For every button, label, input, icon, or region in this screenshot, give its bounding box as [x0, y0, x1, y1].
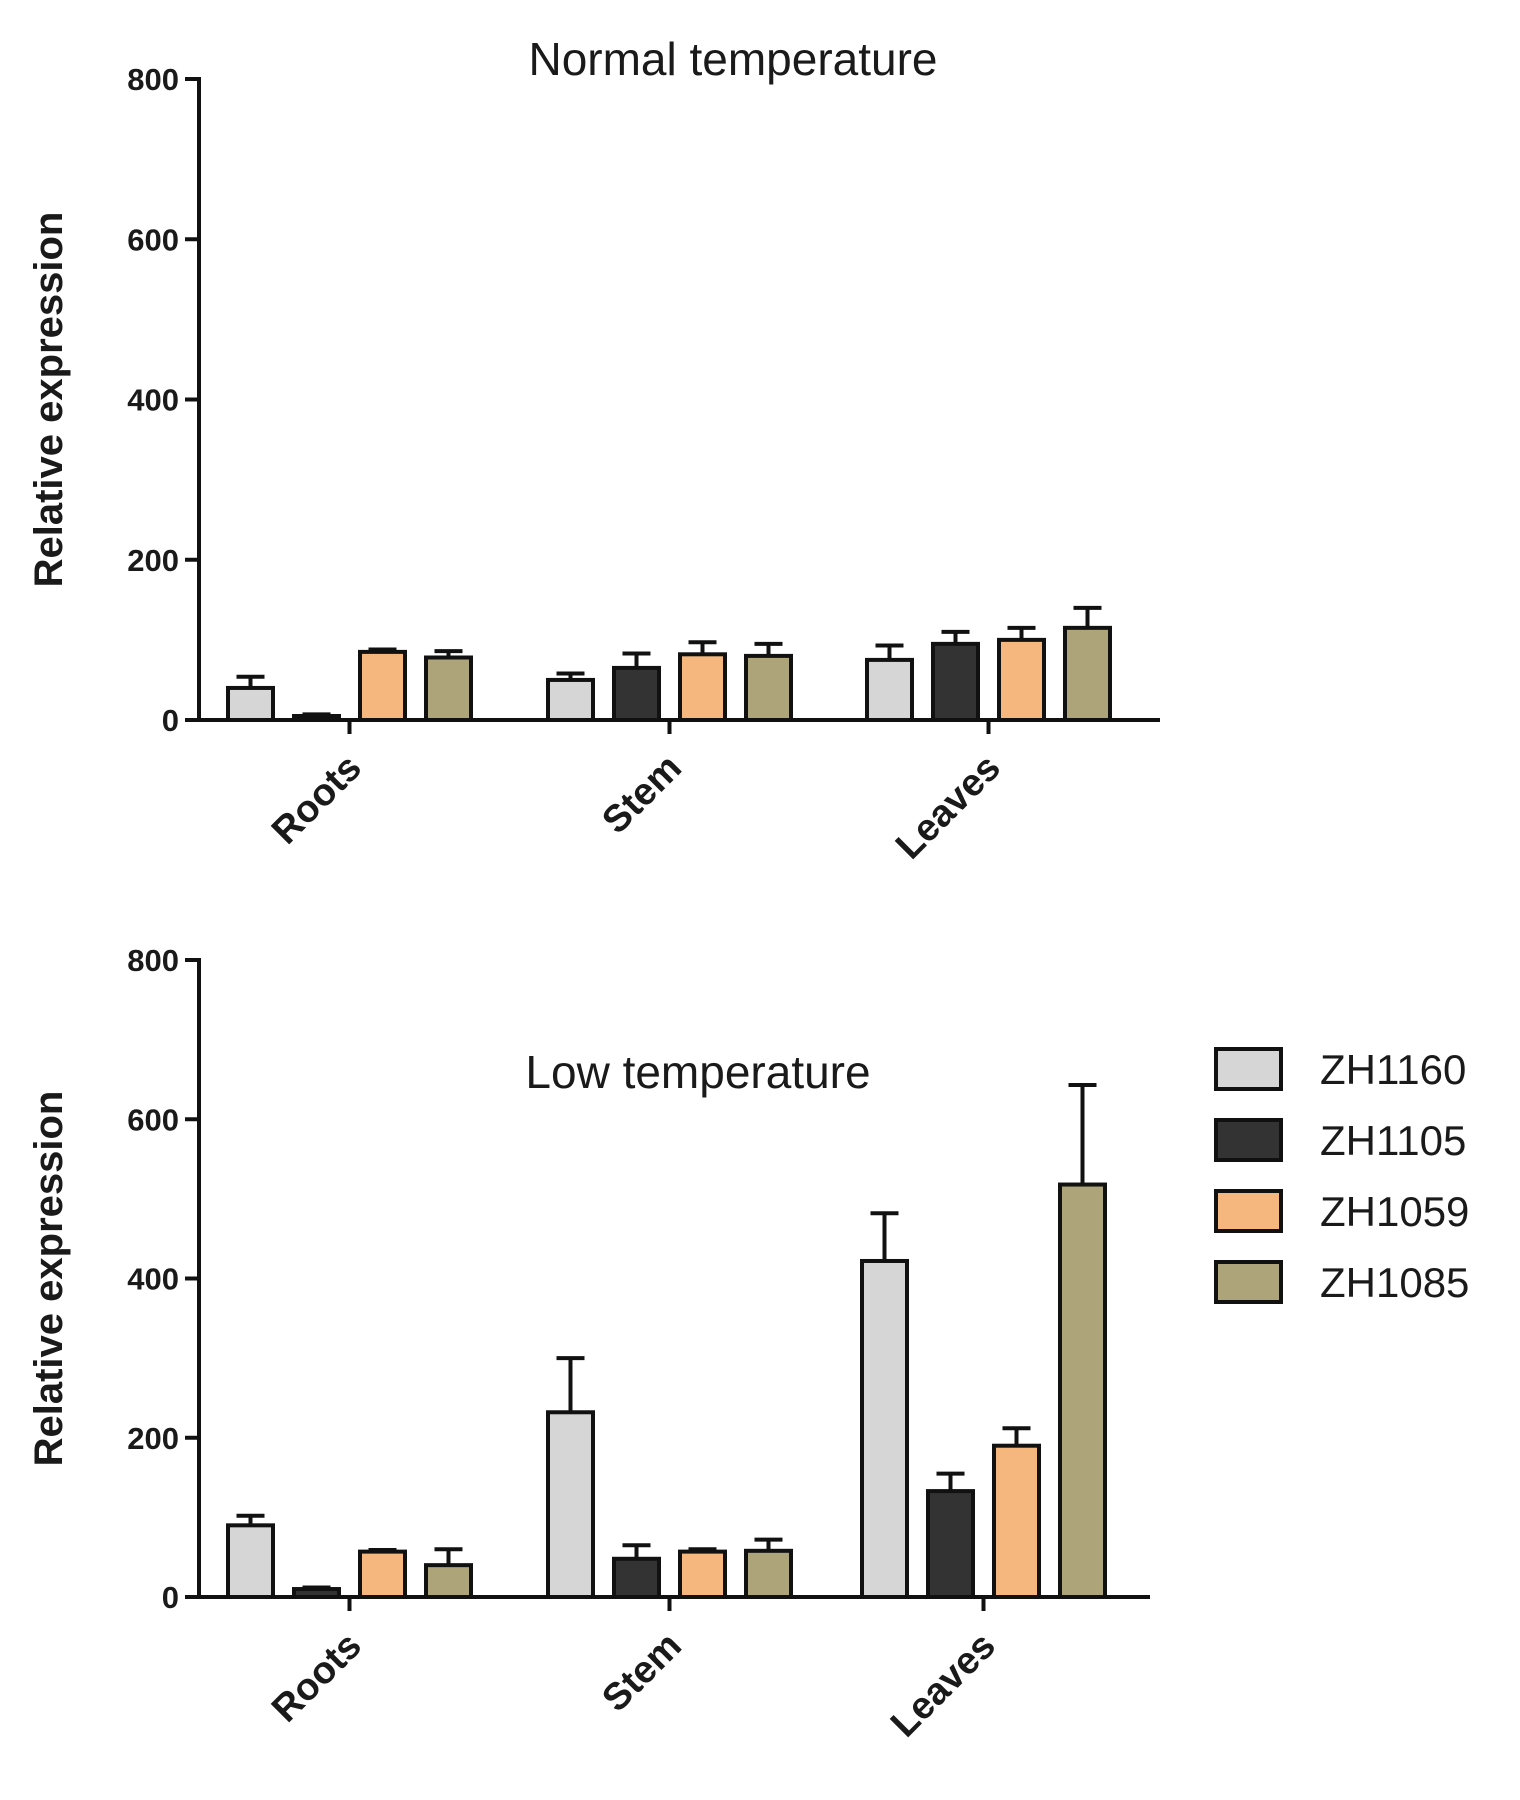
bar-zh1160-leaves — [865, 657, 914, 722]
y-tick-label-200: 200 — [127, 1421, 179, 1456]
bar-zh1085-roots — [424, 655, 473, 723]
y-tick-label-800: 800 — [127, 62, 179, 97]
legend-label-zh1059: ZH1059 — [1320, 1188, 1469, 1235]
bar-zh1085-stem — [744, 653, 793, 723]
bar-zh1085-leaves — [1058, 1182, 1107, 1599]
bar-zh1105-stem — [612, 665, 661, 723]
chart-title: Normal temperature — [528, 33, 937, 85]
bar-zh1105-leaves — [926, 1489, 975, 1600]
bar-zh1160-roots — [226, 1523, 275, 1600]
bar-zh1085-roots — [424, 1563, 473, 1600]
bar-zh1059-stem — [678, 652, 727, 722]
y-tick-label-400: 400 — [127, 383, 179, 418]
bar-zh1059-roots — [358, 649, 407, 722]
bar-zh1085-stem — [744, 1548, 793, 1600]
x-category-label-roots: Roots — [264, 1625, 370, 1731]
bar-zh1059-leaves — [997, 637, 1046, 722]
bar-zh1085-leaves — [1063, 625, 1112, 723]
bar-zh1160-leaves — [860, 1258, 909, 1600]
bar-zh1160-stem — [546, 1410, 595, 1600]
bar-zh1059-stem — [678, 1549, 727, 1600]
x-category-label-roots: Roots — [264, 747, 370, 853]
bar-zh1160-roots — [226, 685, 275, 723]
x-category-label-stem: Stem — [594, 1625, 689, 1720]
legend-swatch-zh1059 — [1214, 1189, 1283, 1233]
bar-zh1059-leaves — [992, 1443, 1041, 1600]
y-axis-title: Relative expression — [27, 1091, 71, 1467]
y-tick-label-0: 0 — [162, 1580, 179, 1615]
legend-swatch-zh1160 — [1214, 1047, 1283, 1091]
y-tick-label-0: 0 — [162, 703, 179, 738]
y-tick-label-600: 600 — [127, 1102, 179, 1137]
y-tick-label-200: 200 — [127, 543, 179, 578]
legend-label-zh1085: ZH1085 — [1320, 1259, 1469, 1306]
y-axis-title: Relative expression — [27, 212, 71, 588]
y-tick-label-400: 400 — [127, 1262, 179, 1297]
bar-zh1105-leaves — [931, 641, 980, 722]
y-tick-label-600: 600 — [127, 222, 179, 257]
x-category-label-leaves: Leaves — [883, 1625, 1004, 1746]
panel-normal-temperature: Normal temperature Relative expression 0 20… — [27, 33, 1160, 868]
legend-label-zh1160: ZH1160 — [1320, 1046, 1466, 1093]
legend-swatch-zh1105 — [1214, 1118, 1283, 1162]
bar-zh1105-stem — [612, 1556, 661, 1600]
x-category-label-stem: Stem — [594, 747, 689, 842]
panel-low-temperature: Low temperature Relative expression 0 200 40… — [27, 943, 1150, 1746]
y-tick-label-800: 800 — [127, 943, 179, 978]
legend-swatch-zh1085 — [1214, 1260, 1283, 1304]
x-category-label-leaves: Leaves — [888, 747, 1009, 868]
bar-zh1059-roots — [358, 1549, 407, 1600]
chart-title: Low temperature — [525, 1046, 870, 1098]
legend-label-zh1105: ZH1105 — [1320, 1117, 1466, 1164]
bar-zh1160-stem — [546, 677, 595, 722]
legend: ZH1160 ZH1105 ZH1059 ZH1085 — [1214, 1046, 1469, 1306]
